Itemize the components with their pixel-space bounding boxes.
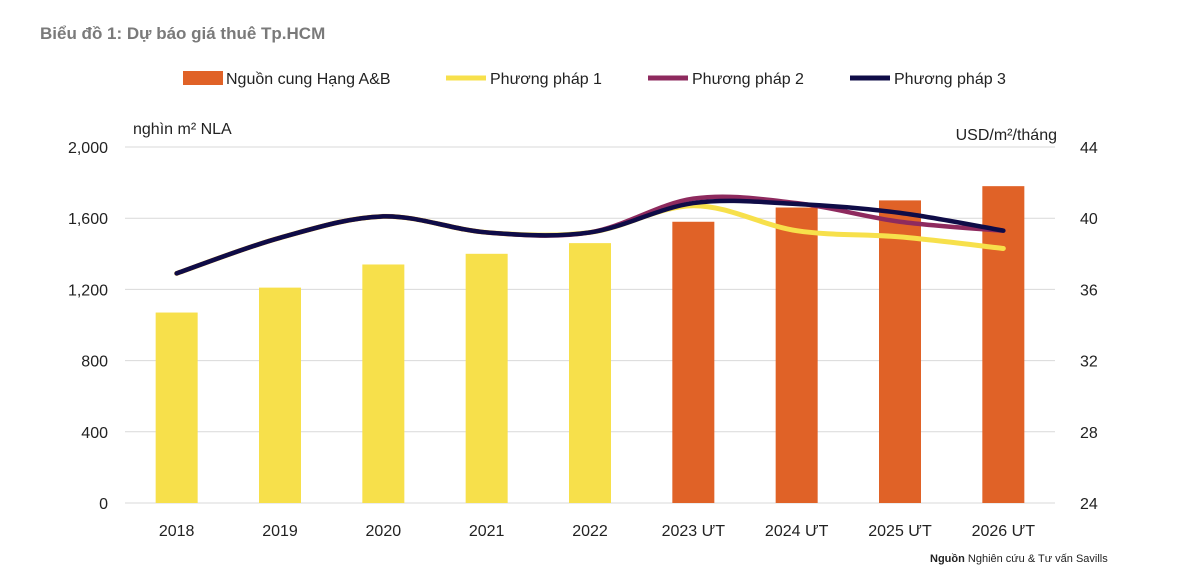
x-tick: 2019 (262, 523, 298, 540)
y-left-tick: 0 (99, 496, 108, 513)
x-tick: 2020 (366, 523, 402, 540)
y-right-tick: 44 (1080, 140, 1098, 157)
x-tick: 2022 (572, 523, 608, 540)
y-right-label: USD/m²/tháng (956, 127, 1057, 144)
x-tick: 2023 ƯT (662, 523, 726, 540)
y-left-tick: 2,000 (68, 140, 108, 157)
legend-label-series: Phương pháp 1 (490, 71, 602, 88)
source-note: Nguồn Nghiên cứu & Tư vấn Savills (930, 553, 1108, 565)
x-tick: 2018 (159, 523, 195, 540)
chart-title: Biểu đồ 1: Dự báo giá thuê Tp.HCM (40, 24, 326, 43)
source-label: Nguồn (930, 553, 965, 565)
bar (879, 200, 921, 503)
x-tick: 2021 (469, 523, 505, 540)
bar (362, 264, 405, 503)
bar (775, 207, 818, 503)
x-tick: 2024 ƯT (765, 523, 829, 540)
y-left-label: nghìn m² NLA (133, 121, 232, 138)
y-right-tick: 32 (1080, 354, 1098, 371)
y-left-tick: 400 (81, 425, 108, 442)
y-left-tick: 1,200 (68, 282, 108, 299)
legend-label-bars: Nguồn cung Hạng A&B (226, 71, 391, 88)
x-tick: 2026 ƯT (972, 523, 1036, 540)
bar (672, 221, 715, 503)
bar (569, 243, 611, 503)
legend-swatch-bars (183, 71, 223, 85)
bar (259, 287, 301, 503)
source-text: Nghiên cứu & Tư vấn Savills (967, 553, 1108, 565)
bar (982, 186, 1025, 503)
y-left-tick: 1,600 (68, 211, 108, 228)
line-phương-pháp-3 (174, 198, 1006, 276)
x-tick: 2025 ƯT (868, 523, 932, 540)
y-right-tick: 40 (1080, 211, 1098, 228)
bar (155, 312, 198, 503)
y-right-tick: 28 (1080, 425, 1098, 442)
y-left-tick: 800 (81, 354, 108, 371)
legend-label-series: Phương pháp 3 (894, 71, 1006, 88)
y-right-tick: 36 (1080, 282, 1098, 299)
legend-label-series: Phương pháp 2 (692, 71, 804, 88)
y-right-tick: 24 (1080, 496, 1098, 513)
bar (465, 253, 508, 503)
